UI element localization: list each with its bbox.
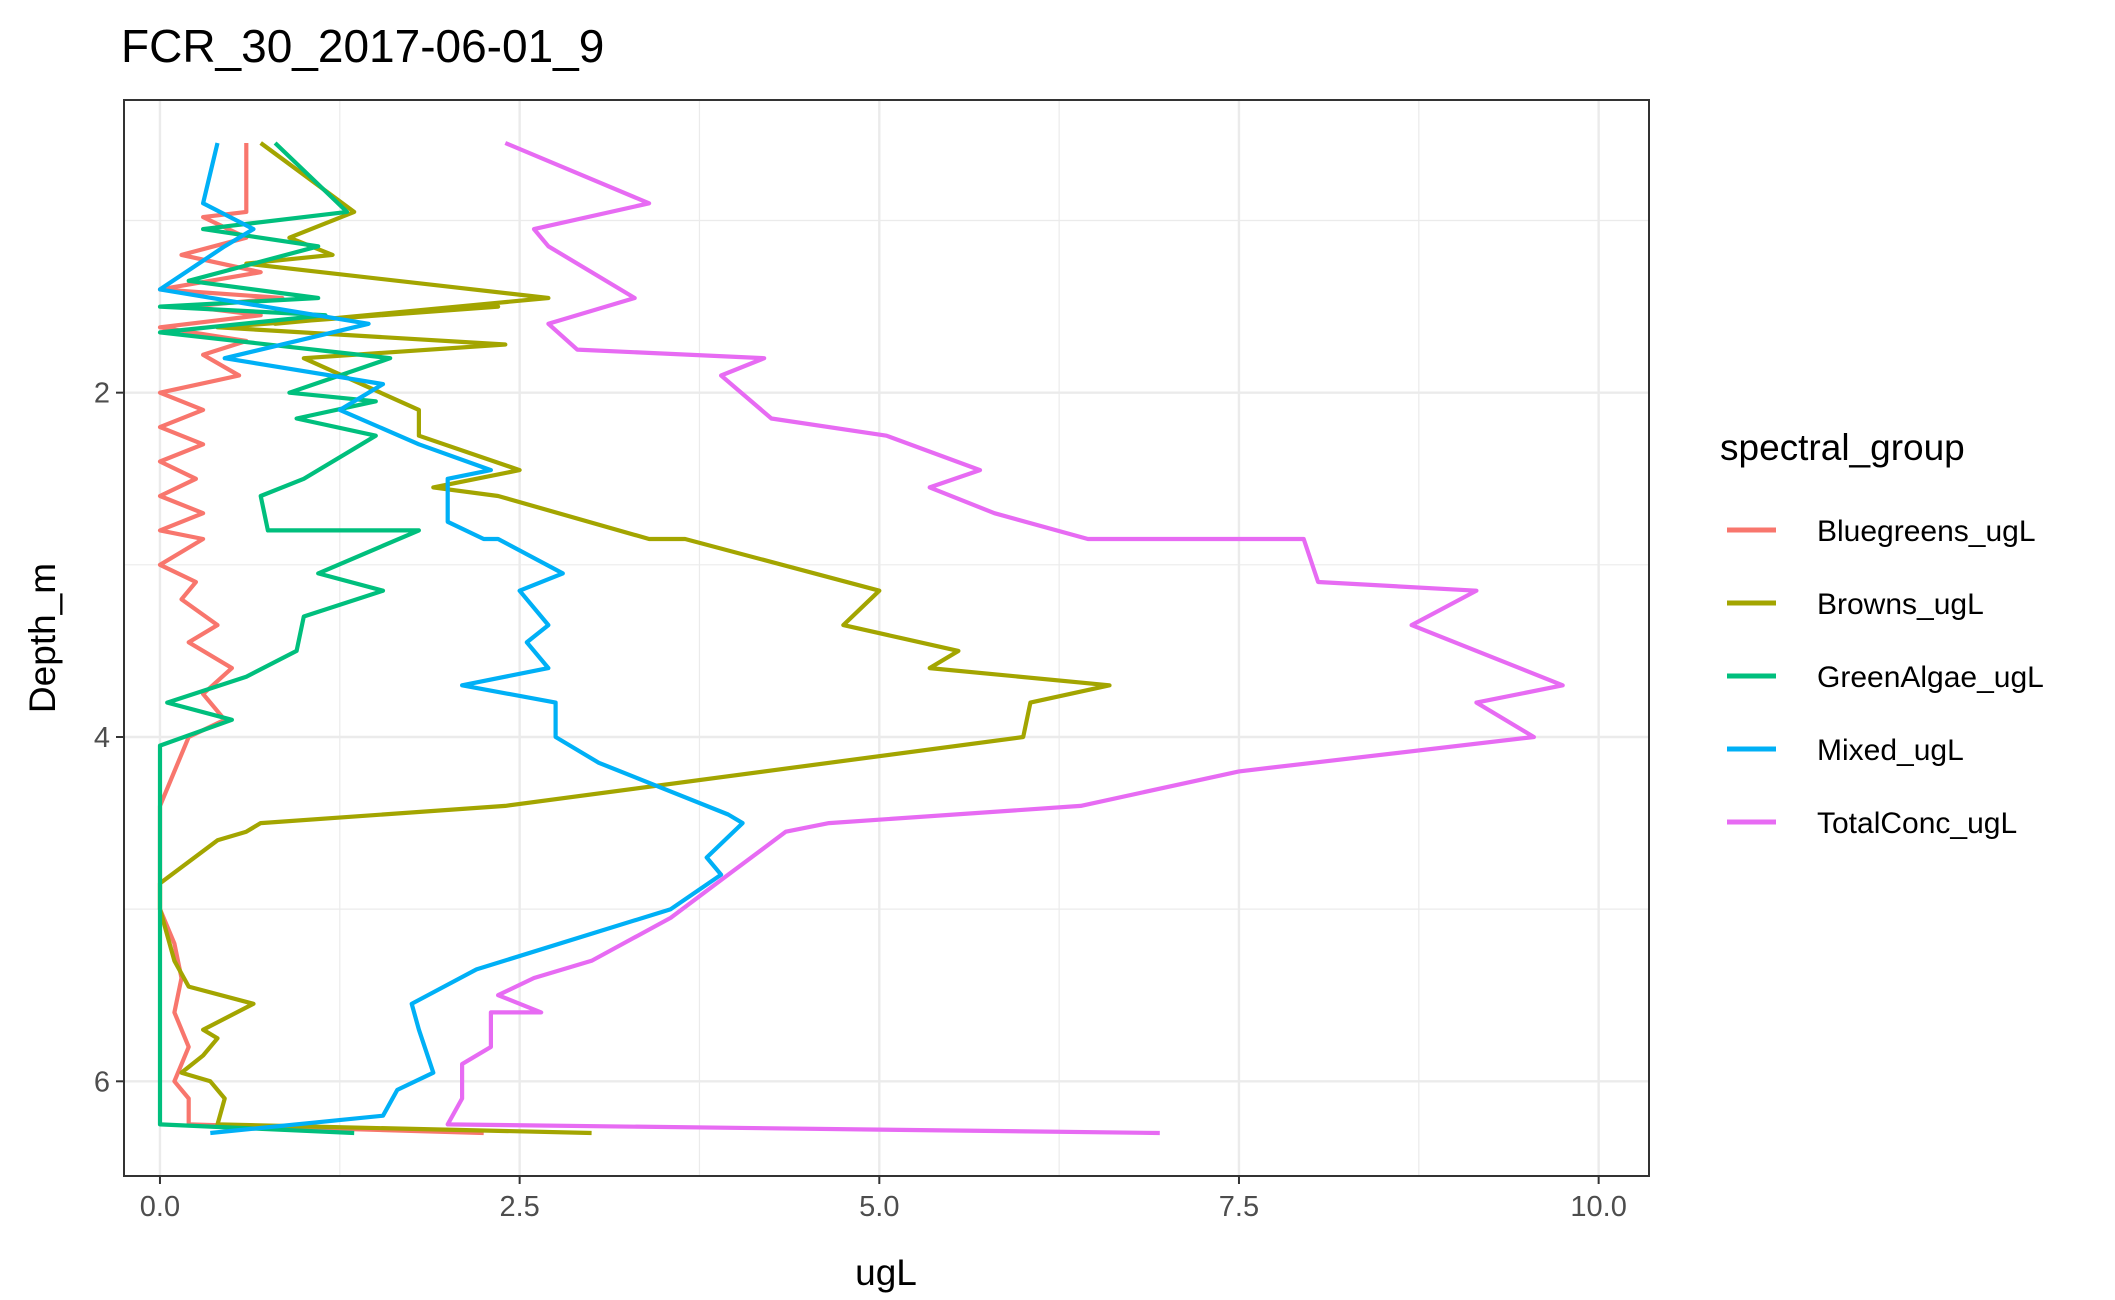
y-axis: 2 4 6	[94, 378, 124, 1098]
plot-border	[123, 99, 1650, 1177]
x-tick-label: 7.5	[1219, 1191, 1259, 1223]
chart-title: FCR_30_2017-06-01_9	[121, 20, 604, 72]
series-line-mixed-ugl	[157, 142, 745, 1136]
grid-major	[124, 100, 1649, 1176]
legend-label: Browns_ugL	[1817, 588, 1984, 621]
y-axis-title: Depth_m	[22, 563, 63, 713]
x-tick-label: 2.5	[499, 1191, 539, 1223]
x-axis: 0.0 2.5 5.0 7.5 10.0	[140, 1176, 1627, 1223]
series-line-totalconc-ugl	[445, 141, 1565, 1136]
x-tick-label: 10.0	[1570, 1191, 1626, 1223]
y-tick-label: 4	[94, 722, 110, 754]
x-axis-title: ugL	[855, 1252, 917, 1293]
y-tick-label: 6	[94, 1066, 110, 1098]
legend-label: GreenAlgae_ugL	[1817, 661, 2044, 694]
grid-minor	[124, 100, 1649, 1176]
plot-background	[124, 100, 1649, 1176]
legend-label: Bluegreens_ugL	[1817, 515, 2036, 548]
legend: spectral_group Bluegreens_ugL Browns_ugL G…	[1720, 427, 2044, 840]
legend-label: TotalConc_ugL	[1817, 807, 2017, 840]
legend-label: Mixed_ugL	[1817, 734, 1964, 767]
series-line-greenalgae-ugl	[157, 141, 421, 1136]
series-line-browns-ugl	[157, 141, 1112, 1136]
x-tick-label: 0.0	[140, 1191, 180, 1223]
legend-items: Bluegreens_ugL Browns_ugL GreenAlgae_ugL Mi…	[1727, 515, 2044, 840]
y-tick-label: 2	[94, 378, 110, 410]
legend-title: spectral_group	[1720, 427, 1965, 468]
x-tick-label: 5.0	[859, 1191, 899, 1223]
series-layer	[157, 141, 1565, 1136]
